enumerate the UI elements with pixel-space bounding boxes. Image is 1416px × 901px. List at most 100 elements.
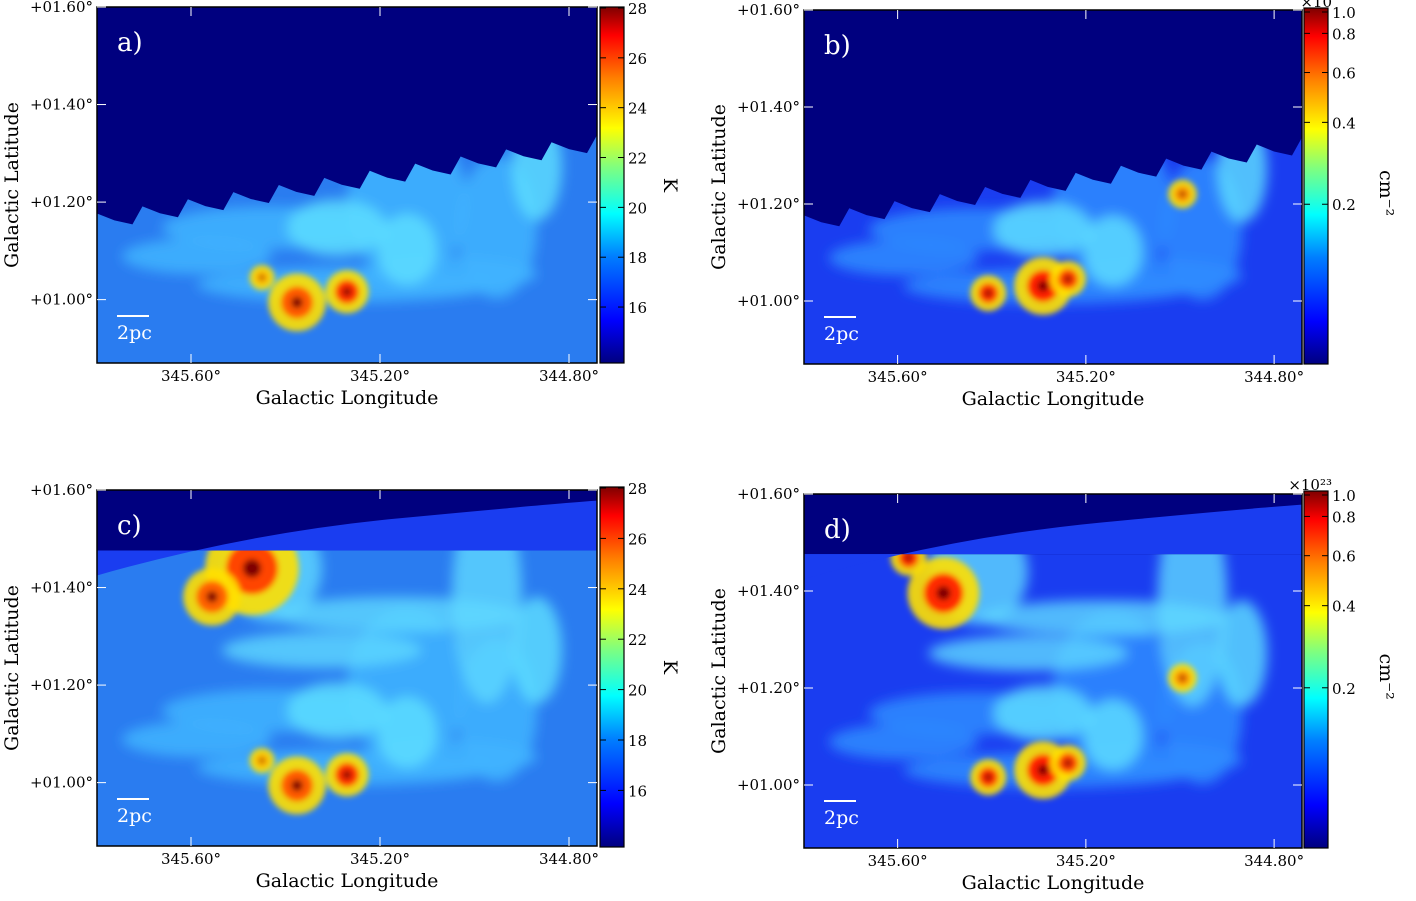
colorbar-gradient — [599, 6, 625, 364]
bright-filament — [1217, 600, 1268, 707]
colorbar-tick-label: 24 — [628, 581, 647, 599]
y-tick-label: +01.60° — [737, 1, 800, 19]
colorbar-gradient — [599, 486, 625, 848]
bright-filament — [993, 201, 1093, 258]
scale-bar-label: 2pc — [824, 323, 859, 345]
x-tick-label: 345.20° — [350, 367, 410, 385]
y-tick-label: +01.00° — [737, 292, 800, 310]
y-tick-label: +01.60° — [30, 0, 93, 16]
clump-peak — [242, 559, 262, 578]
colorbar-tick-label: 28 — [628, 0, 647, 18]
northern-filament — [222, 632, 422, 668]
colorbar-multiplier: ×10²³ — [1288, 476, 1332, 494]
bright-filament — [287, 199, 387, 257]
colorbar-tick-label: 0.6 — [1332, 548, 1356, 566]
clump-peak — [1179, 675, 1186, 681]
noisy-edge — [804, 504, 1302, 579]
colorbar-tick-label: 16 — [628, 782, 647, 800]
colorbar-tick-label: 26 — [628, 530, 647, 548]
x-tick-label: 344.80° — [1244, 852, 1304, 870]
x-tick-label: 344.80° — [1244, 368, 1304, 386]
scale-bar-label: 2pc — [117, 322, 152, 344]
panel-label: a) — [117, 28, 143, 58]
colorbar-tick-label: 0.6 — [1332, 65, 1356, 83]
colorbar-tick-label: 26 — [628, 50, 647, 68]
map-image — [804, 10, 1302, 364]
colorbar-tick-label: 18 — [628, 732, 647, 750]
panel-c: 345.60° 345.20° 344.80° +01.60° +01.40° +01.2… — [1, 480, 681, 892]
x-tick-label: 345.20° — [1056, 852, 1116, 870]
colorbar-gradient — [1303, 7, 1329, 365]
y-axis-label: Galactic Latitude — [708, 104, 730, 270]
colorbar-tick-label: 1.0 — [1332, 487, 1356, 505]
diffuse-filament — [828, 724, 979, 760]
x-tick-label: 345.60° — [161, 367, 221, 385]
y-tick-label: +01.60° — [30, 481, 93, 499]
colorbar-unit: cm⁻² — [1375, 653, 1397, 699]
colorbar-tick-label: 16 — [628, 299, 647, 317]
x-axis-label: Galactic Longitude — [962, 388, 1145, 410]
panel-d: 345.60° 345.20° 344.80° +01.60° +01.40° +01.2… — [708, 476, 1397, 894]
colorbar-tick-label: 0.2 — [1332, 196, 1356, 214]
colorbar-unit: K — [659, 178, 681, 193]
y-tick-label: +01.20° — [737, 195, 800, 213]
colorbar-tick-label: 24 — [628, 100, 647, 118]
bright-filament — [287, 682, 387, 740]
colorbar-unit: K — [659, 660, 681, 675]
panel-label: d) — [824, 515, 851, 545]
map-image — [97, 490, 597, 846]
bright-filament — [377, 696, 437, 768]
northern-filament — [272, 596, 522, 633]
clump-peak — [1037, 764, 1049, 776]
colorbar-tick-label: 0.8 — [1332, 25, 1356, 43]
y-tick-label: +01.40° — [737, 582, 800, 600]
plot-frame — [96, 6, 598, 364]
clump-peak — [984, 773, 992, 781]
y-axis-label: Galactic Latitude — [1, 102, 23, 268]
scale-bar-label: 2pc — [824, 807, 859, 829]
y-tick-label: +01.20° — [30, 193, 93, 211]
x-tick-label: 344.80° — [539, 850, 599, 868]
colorbar-tick-label: 0.4 — [1332, 598, 1356, 616]
x-tick-label: 345.60° — [161, 850, 221, 868]
clump-peak — [342, 287, 352, 296]
x-axis-label: Galactic Longitude — [962, 872, 1145, 894]
clump-peak — [936, 586, 951, 601]
y-tick-label: +01.20° — [30, 676, 93, 694]
x-axis-label: Galactic Longitude — [256, 387, 439, 409]
y-tick-label: +01.00° — [737, 776, 800, 794]
y-tick-label: +01.00° — [30, 291, 93, 309]
diffuse-filament — [122, 238, 272, 274]
x-tick-label: 345.20° — [1056, 368, 1116, 386]
panel-b: 345.60° 345.20° 344.80° +01.60° +01.40° +01.2… — [708, 0, 1397, 410]
clump-peak — [984, 289, 992, 297]
colorbar: 1.0 0.8 0.6 0.4 0.2 ×10 cm⁻² — [1300, 0, 1397, 365]
y-tick-label: +01.20° — [737, 679, 800, 697]
clump-peak — [1179, 191, 1186, 197]
clump-peak — [259, 758, 265, 764]
x-tick-label: 345.60° — [868, 368, 928, 386]
map-image — [804, 494, 1302, 848]
clump-peak — [1037, 280, 1049, 292]
northern-filament — [978, 600, 1228, 636]
x-tick-label: 345.60° — [868, 852, 928, 870]
colorbar-tick-label: 20 — [628, 682, 647, 700]
y-tick-label: +01.40° — [737, 98, 800, 116]
y-tick-label: +01.40° — [30, 96, 93, 114]
colorbar-tick-label: 0.4 — [1332, 114, 1356, 132]
bright-filament — [1082, 215, 1143, 287]
colorbar-tick-label: 20 — [628, 199, 647, 217]
clump-peak — [1064, 759, 1072, 767]
clump-peak — [342, 770, 352, 779]
diffuse-filament — [122, 721, 272, 757]
bright-clumps — [970, 179, 1197, 315]
scale-bar-label: 2pc — [117, 805, 152, 827]
clump-peak — [905, 554, 913, 562]
colorbar-unit: cm⁻² — [1375, 170, 1397, 216]
bright-clumps — [249, 264, 369, 332]
y-axis-label: Galactic Latitude — [708, 588, 730, 754]
colorbar-tick-label: 0.2 — [1332, 680, 1356, 698]
y-tick-label: +01.40° — [30, 579, 93, 597]
colorbar: 28 26 24 22 20 18 16 K — [599, 480, 681, 848]
clump-peak — [291, 779, 303, 792]
